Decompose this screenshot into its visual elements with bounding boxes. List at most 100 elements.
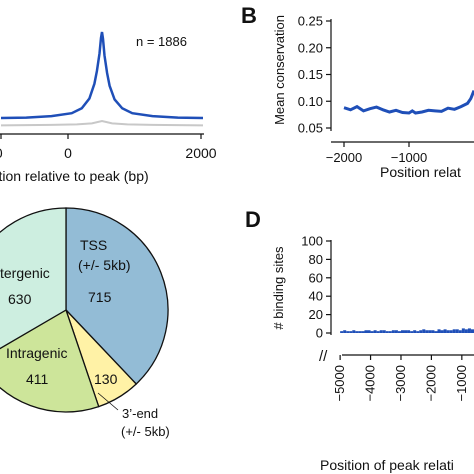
- panel-b-x-ticks: −2000 −1000: [326, 142, 428, 165]
- panel-d-letter: D: [245, 207, 261, 232]
- panel-d-bar: [434, 331, 438, 333]
- panel-d-y-tick-label: 40: [309, 289, 323, 304]
- panel-d-bar: [470, 329, 474, 333]
- panel-b-series-line: [343, 90, 474, 115]
- panel-b-y-tick-label: 0.25: [298, 14, 323, 29]
- panel-d-x-tick-label: −2000: [423, 365, 438, 402]
- panel-d-bar: [349, 331, 353, 333]
- panel-b-y-tick-label: 0.20: [298, 40, 323, 55]
- panel-d-x-tick-label: −5000: [332, 365, 347, 402]
- panel-d: D 0 20 40 60 80 100 // −5000 −4000 −3000 −2000 −1…: [245, 207, 474, 473]
- panel-d-bar: [352, 330, 356, 333]
- panel-d-bar: [410, 331, 414, 333]
- panel-d-bar: [449, 330, 453, 333]
- pie-label-intragenic: Intragenic: [6, 345, 67, 361]
- panel-b-x-axis-label: Position relat: [380, 164, 461, 180]
- panel-d-bar: [355, 331, 359, 333]
- panel-d-bars: [340, 328, 474, 333]
- panel-d-y-tick-label: 0: [316, 326, 323, 341]
- panel-a-x-tick-label: 000: [0, 145, 3, 161]
- panel-d-bar: [407, 330, 411, 333]
- panel-b-x-tick-label: −1000: [391, 150, 428, 165]
- panel-d-bar: [391, 330, 395, 333]
- panel-d-bar: [358, 331, 362, 333]
- panel-d-bar: [404, 330, 408, 333]
- panel-d-bar: [431, 330, 435, 333]
- pie-label-intergenic: tergenic: [0, 265, 50, 281]
- panel-d-y-tick-label: 100: [301, 234, 323, 249]
- panel-d-y-ticks: 0 20 40 60 80 100: [301, 234, 331, 341]
- panel-b: B 0.05 0.10 0.15 0.20 0.25 −2000 −1000 Mean c…: [241, 3, 474, 180]
- panel-d-bar: [382, 330, 386, 333]
- panel-d-y-axis-label: # binding sites: [271, 246, 286, 330]
- panel-d-bar: [461, 328, 465, 333]
- pie-value-3end: 130: [94, 371, 118, 387]
- pie-value-intragenic: 411: [26, 371, 49, 387]
- panel-d-bar: [346, 331, 350, 333]
- panel-d-bar: [373, 330, 377, 333]
- panel-b-y-tick-label: 0.05: [298, 121, 323, 136]
- panel-a-x-tick-label: 0: [64, 145, 72, 161]
- pie-value-tss: 715: [88, 289, 112, 305]
- panel-d-bar: [422, 329, 426, 333]
- panel-d-bar: [400, 330, 405, 333]
- panel-d-x-tick-label: −1000: [454, 365, 469, 402]
- panel-a-x-tick-label: 2000: [185, 145, 216, 161]
- panel-b-y-tick-label: 0.15: [298, 67, 323, 82]
- panel-a-x-ticks: 00002000: [0, 134, 217, 161]
- panel-d-bar: [428, 330, 432, 333]
- panel-d-bar: [464, 329, 468, 333]
- panel-d-axis-break: //: [319, 348, 328, 365]
- pie-leader-line: [97, 392, 119, 411]
- panel-d-bar: [440, 330, 444, 333]
- panel-d-y-tick-label: 20: [309, 307, 323, 322]
- panel-b-y-ticks: 0.05 0.10 0.15 0.20 0.25: [298, 14, 331, 136]
- panel-d-bar: [367, 330, 371, 333]
- panel-d-bar: [385, 331, 389, 333]
- panel-d-x-tick-label: −4000: [363, 365, 378, 402]
- panel-d-bar: [397, 331, 401, 333]
- panel-c-pie: [0, 207, 169, 413]
- panel-d-bar: [419, 330, 423, 333]
- panel-d-bar: [467, 328, 471, 333]
- panel-d-bar: [446, 330, 450, 333]
- panel-d-y-tick-label: 80: [309, 252, 323, 267]
- panel-d-bar: [455, 329, 459, 333]
- panel-a-x-axis-label: ition relative to peak (bp): [0, 168, 149, 184]
- panel-b-x-tick-label: −2000: [326, 150, 363, 165]
- panel-b-y-tick-label: 0.10: [298, 94, 323, 109]
- panel-d-x-tick-label: −3000: [393, 365, 408, 402]
- pie-value-intergenic: 630: [8, 291, 32, 307]
- panel-d-x-ticks: −5000 −4000 −3000 −2000 −1000: [332, 355, 469, 402]
- panel-d-bar: [443, 329, 447, 333]
- panel-b-y-axis-label: Mean conservation: [272, 15, 287, 125]
- pie-slice-tss: [65, 207, 169, 385]
- panel-d-bar: [376, 331, 380, 333]
- panel-a-series-grey-line: [0, 119, 204, 127]
- panel-d-bar: [370, 331, 374, 333]
- panel-d-bar: [364, 330, 368, 333]
- panel-c: tergenic 630 TSS (+/- 5kb) 715 Intrageni…: [0, 207, 170, 439]
- panel-d-bar: [394, 330, 398, 333]
- panel-a-annotation: n = 1886: [136, 34, 187, 49]
- pie-slice-intragenic: [0, 309, 100, 413]
- panel-d-bar: [388, 331, 392, 333]
- panel-d-x-axis-label: Position of peak relati: [320, 457, 454, 473]
- pie-sublabel-3end: (+/- 5kb): [121, 424, 170, 439]
- panel-d-bar: [361, 331, 365, 333]
- pie-slice-intergenic: [0, 207, 67, 350]
- pie-label-3end: 3’-end: [122, 406, 158, 421]
- pie-label-tss: TSS: [80, 237, 107, 253]
- panel-a: 00002000 n = 1886 ition relative to peak…: [0, 31, 217, 184]
- panel-d-y-tick-label: 60: [309, 270, 323, 285]
- panel-d-bar: [416, 331, 420, 333]
- panel-d-bar: [458, 330, 462, 333]
- panel-d-bar: [343, 330, 347, 333]
- panel-b-letter: B: [241, 3, 257, 28]
- panel-d-bar: [340, 331, 344, 333]
- panel-a-series-blue-line: [0, 31, 204, 120]
- panel-d-bar: [452, 329, 456, 333]
- panel-d-bar: [413, 330, 417, 333]
- panel-d-bar: [425, 330, 429, 333]
